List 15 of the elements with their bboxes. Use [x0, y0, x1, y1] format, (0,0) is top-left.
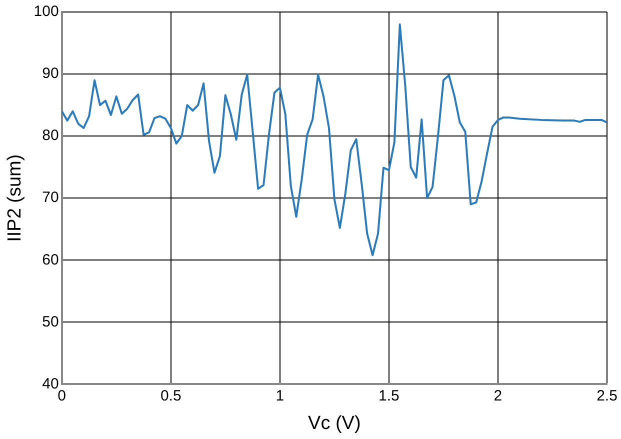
x-tick-label: 2 — [494, 387, 502, 404]
x-tick-label: 0.5 — [160, 387, 182, 404]
x-tick-label: 2.5 — [596, 387, 618, 404]
y-tick-label: 40 — [42, 375, 59, 392]
y-tick-label: 50 — [42, 313, 59, 330]
x-tick-label: 1.5 — [378, 387, 400, 404]
x-tick-label: 1 — [276, 387, 284, 404]
y-tick-label: 100 — [34, 3, 59, 20]
y-tick-label: 60 — [42, 251, 59, 268]
y-axis-title: IIP2 (sum) — [4, 154, 26, 242]
y-tick-label: 70 — [42, 189, 59, 206]
x-tick-label: 0 — [58, 387, 66, 404]
y-tick-label: 80 — [42, 127, 59, 144]
x-axis-title: Vc (V) — [308, 412, 361, 434]
y-tick-label: 90 — [42, 65, 59, 82]
